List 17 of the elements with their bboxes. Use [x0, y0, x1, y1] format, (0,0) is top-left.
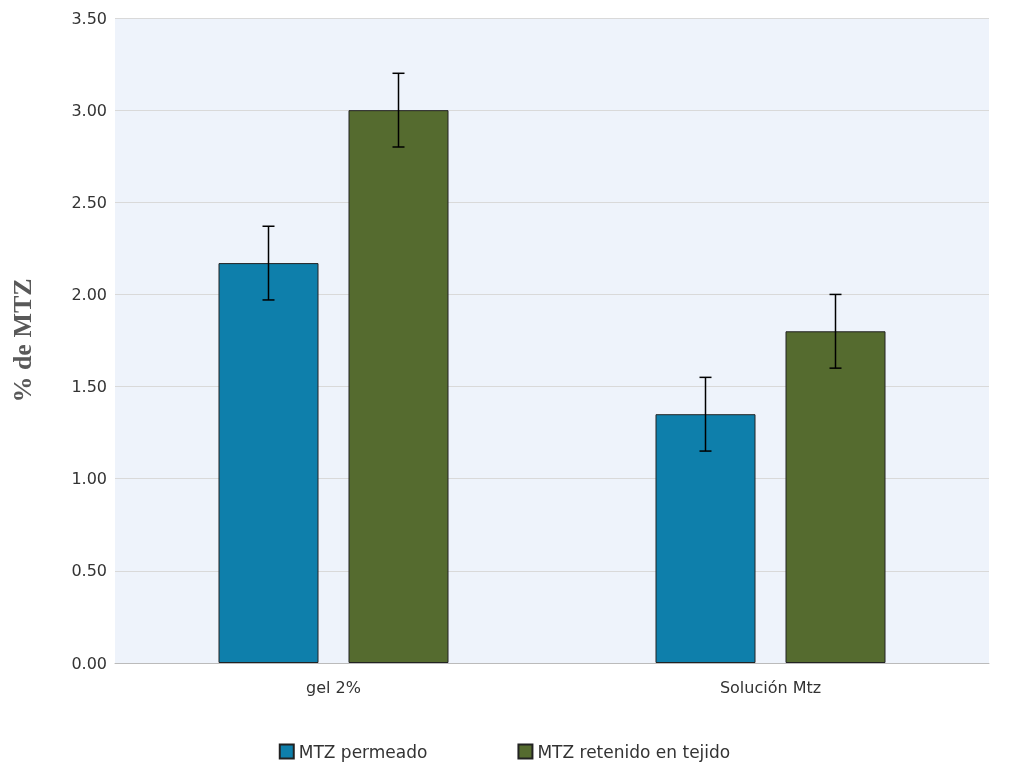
bar — [785, 331, 886, 663]
y-tick-label: 1.00 — [71, 469, 107, 489]
y-tick-label: 2.00 — [71, 284, 107, 304]
y-tick-label: 2.50 — [71, 192, 107, 212]
y-tick-label: 0.50 — [71, 561, 107, 581]
y-tick-label: 1.50 — [71, 377, 107, 397]
x-tick-label: gel 2% — [306, 677, 361, 697]
y-tick-label: 3.00 — [71, 100, 107, 120]
bar — [218, 263, 319, 663]
y-tick-label: 0.00 — [71, 653, 107, 673]
legend-label: MTZ retenido en tejido — [537, 741, 731, 762]
bar — [655, 414, 756, 663]
y-tick-label: 3.50 — [71, 8, 107, 28]
y-axis-title: % de MTZ — [7, 278, 37, 403]
x-tick-label: Solución Mtz — [719, 677, 822, 697]
legend-label: MTZ permeado — [298, 741, 428, 762]
bar — [348, 110, 449, 663]
